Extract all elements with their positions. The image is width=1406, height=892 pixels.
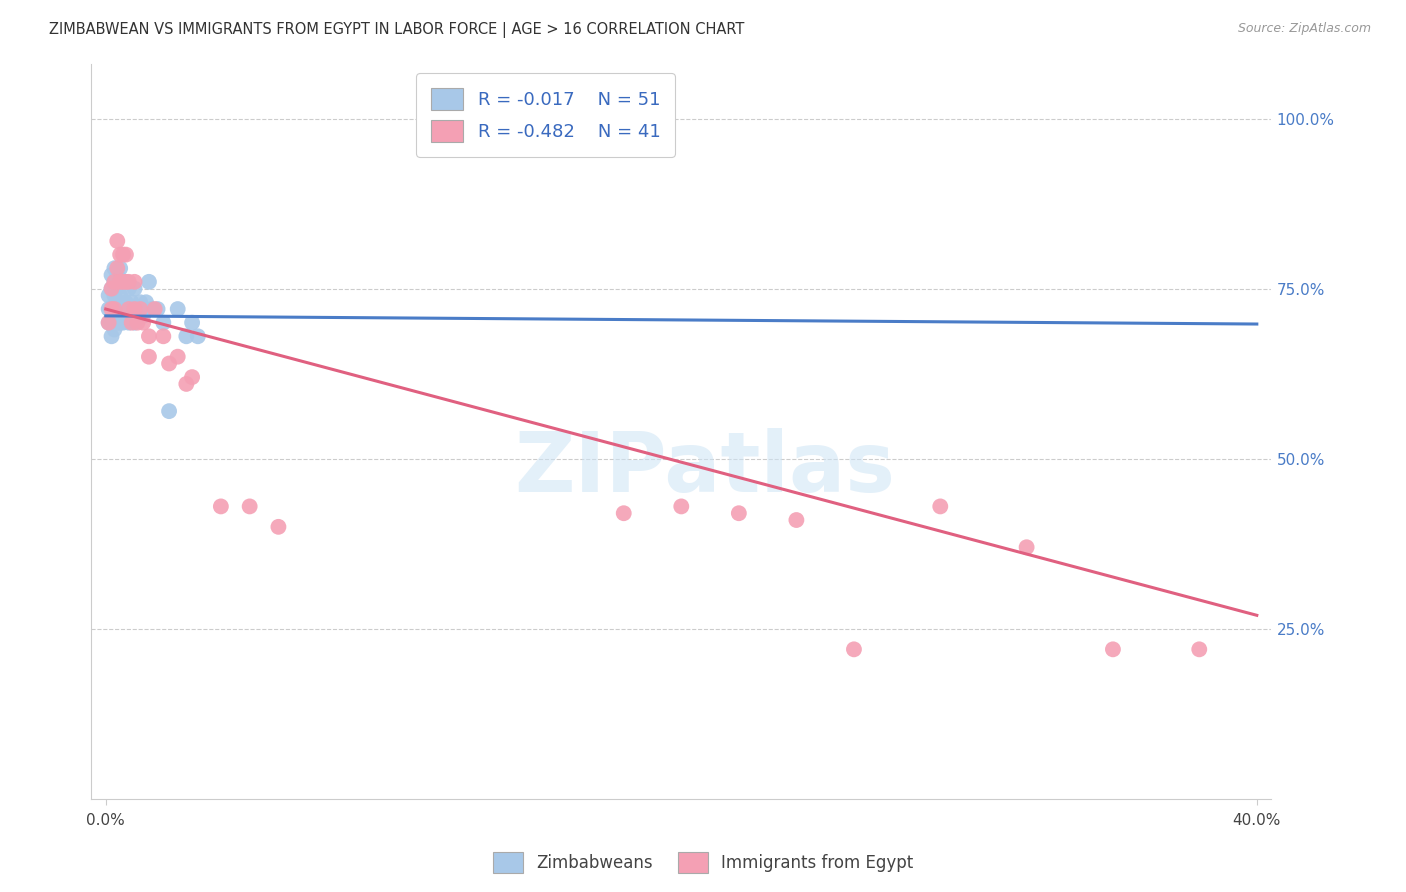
Point bbox=[132, 316, 155, 330]
Point bbox=[152, 316, 174, 330]
Point bbox=[118, 301, 141, 316]
Point bbox=[187, 329, 209, 343]
Point bbox=[103, 261, 125, 276]
Point bbox=[115, 295, 138, 310]
Point bbox=[103, 288, 125, 302]
Point bbox=[176, 376, 198, 391]
Point bbox=[115, 247, 138, 261]
Point bbox=[97, 301, 120, 316]
Point bbox=[108, 316, 131, 330]
Point bbox=[138, 329, 160, 343]
Point bbox=[132, 309, 155, 323]
Point bbox=[105, 309, 128, 323]
Point bbox=[138, 350, 160, 364]
Point bbox=[97, 316, 120, 330]
Point bbox=[121, 295, 143, 310]
Point bbox=[1015, 541, 1038, 555]
Point bbox=[239, 500, 262, 514]
Point bbox=[112, 301, 135, 316]
Text: ZIPatlas: ZIPatlas bbox=[515, 428, 896, 508]
Point bbox=[112, 275, 135, 289]
Point bbox=[1188, 642, 1211, 657]
Point bbox=[141, 301, 163, 316]
Point bbox=[181, 316, 204, 330]
Point bbox=[108, 261, 131, 276]
Point bbox=[112, 316, 135, 330]
Point bbox=[100, 316, 122, 330]
Point bbox=[108, 275, 131, 289]
Point bbox=[105, 234, 128, 248]
Point bbox=[118, 275, 141, 289]
Point bbox=[97, 288, 120, 302]
Point bbox=[146, 301, 169, 316]
Point bbox=[115, 275, 138, 289]
Point bbox=[842, 642, 865, 657]
Point bbox=[929, 500, 952, 514]
Point bbox=[103, 275, 125, 289]
Text: Source: ZipAtlas.com: Source: ZipAtlas.com bbox=[1237, 22, 1371, 36]
Point bbox=[181, 370, 204, 384]
Point bbox=[105, 261, 128, 276]
Point bbox=[118, 316, 141, 330]
Point bbox=[124, 301, 146, 316]
Point bbox=[166, 301, 188, 316]
Point bbox=[108, 288, 131, 302]
Point bbox=[108, 247, 131, 261]
Point bbox=[129, 295, 152, 310]
Text: ZIMBABWEAN VS IMMIGRANTS FROM EGYPT IN LABOR FORCE | AGE > 16 CORRELATION CHART: ZIMBABWEAN VS IMMIGRANTS FROM EGYPT IN L… bbox=[49, 22, 745, 38]
Point bbox=[157, 404, 180, 418]
Point bbox=[103, 322, 125, 336]
Point bbox=[671, 500, 693, 514]
Point bbox=[105, 295, 128, 310]
Legend: Zimbabweans, Immigrants from Egypt: Zimbabweans, Immigrants from Egypt bbox=[486, 846, 920, 880]
Point bbox=[152, 329, 174, 343]
Point bbox=[129, 301, 152, 316]
Point bbox=[143, 301, 166, 316]
Point bbox=[100, 282, 122, 296]
Point bbox=[157, 357, 180, 371]
Point bbox=[118, 301, 141, 316]
Point bbox=[112, 247, 135, 261]
Point bbox=[100, 329, 122, 343]
Point bbox=[135, 295, 157, 310]
Point bbox=[115, 275, 138, 289]
Point bbox=[166, 350, 188, 364]
Point bbox=[124, 275, 146, 289]
Point bbox=[118, 282, 141, 296]
Point bbox=[785, 513, 807, 527]
Point bbox=[105, 268, 128, 282]
Point bbox=[127, 316, 149, 330]
Point bbox=[209, 500, 232, 514]
Point bbox=[127, 301, 149, 316]
Point bbox=[124, 282, 146, 296]
Point bbox=[727, 506, 749, 520]
Point bbox=[97, 316, 120, 330]
Point bbox=[115, 309, 138, 323]
Point bbox=[103, 309, 125, 323]
Point bbox=[103, 301, 125, 316]
Point bbox=[103, 275, 125, 289]
Point bbox=[108, 301, 131, 316]
Point bbox=[100, 301, 122, 316]
Point bbox=[124, 316, 146, 330]
Point bbox=[124, 301, 146, 316]
Point bbox=[112, 275, 135, 289]
Point bbox=[100, 268, 122, 282]
Point bbox=[108, 275, 131, 289]
Point bbox=[105, 282, 128, 296]
Legend: R = -0.017    N = 51, R = -0.482    N = 41: R = -0.017 N = 51, R = -0.482 N = 41 bbox=[416, 73, 675, 157]
Point bbox=[121, 309, 143, 323]
Point bbox=[613, 506, 636, 520]
Point bbox=[138, 275, 160, 289]
Point bbox=[100, 282, 122, 296]
Point bbox=[121, 316, 143, 330]
Point bbox=[100, 301, 122, 316]
Point bbox=[176, 329, 198, 343]
Point bbox=[103, 301, 125, 316]
Point bbox=[1102, 642, 1125, 657]
Point bbox=[105, 316, 128, 330]
Point bbox=[267, 520, 290, 534]
